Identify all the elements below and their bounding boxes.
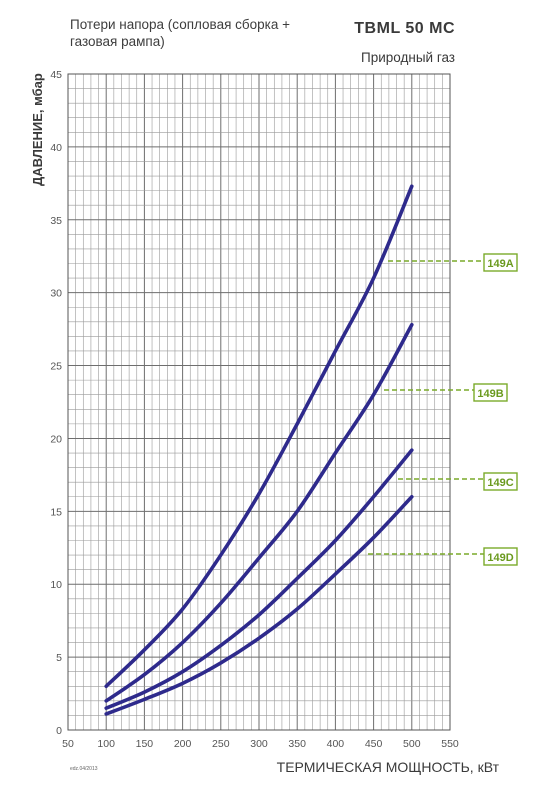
callout-box-149c: [483, 472, 518, 491]
y-tick-label: 25: [50, 361, 62, 373]
x-tick-label: 250: [212, 738, 230, 750]
x-tick-label: 50: [62, 738, 74, 750]
x-tick-label: 500: [403, 738, 421, 750]
y-tick-label: 30: [50, 288, 62, 300]
callout-box-149a: [483, 253, 518, 272]
x-tick-label: 100: [97, 738, 115, 750]
chart-subtitle: Потери напора (сопловая сборка + газовая…: [70, 17, 290, 49]
y-tick-label: 15: [50, 506, 62, 518]
x-tick-label: 200: [174, 738, 192, 750]
callout-label-149a: 149A: [487, 258, 513, 270]
x-axis-label: ТЕРМИЧЕСКАЯ МОЩНОСТЬ, кВт: [276, 759, 499, 775]
callout-box-149b: [473, 383, 508, 402]
series-line-149a: [104, 184, 414, 689]
x-tick-label: 550: [441, 738, 459, 750]
y-tick-label: 0: [56, 725, 62, 737]
callout-label-149d: 149D: [487, 552, 513, 564]
y-tick-label: 45: [50, 69, 62, 81]
series-line-149b: [104, 322, 414, 703]
x-tick-label: 300: [250, 738, 268, 750]
x-tick-label: 400: [327, 738, 345, 750]
gas-type-label: Природный газ: [361, 50, 455, 65]
callout-box-149d: [483, 547, 518, 566]
x-tick-label: 450: [365, 738, 383, 750]
y-tick-label: 20: [50, 433, 62, 445]
callout-label-149c: 149C: [487, 477, 513, 489]
chart-title: TBML 50 MC: [354, 20, 455, 37]
plot-border: [67, 73, 451, 731]
footnote: edz.04/2013: [70, 766, 98, 772]
series-line-149d: [104, 494, 414, 716]
x-tick-label: 150: [136, 738, 154, 750]
y-tick-label: 40: [50, 142, 62, 154]
callout-label-149b: 149B: [477, 388, 503, 400]
y-tick-label: 35: [50, 215, 62, 227]
series-line-149c: [104, 448, 414, 710]
y-tick-label: 10: [50, 579, 62, 591]
y-tick-label: 5: [56, 652, 62, 664]
x-tick-label: 350: [288, 738, 306, 750]
